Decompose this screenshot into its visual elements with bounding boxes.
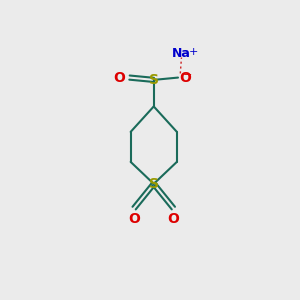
Text: S: S xyxy=(149,177,159,191)
Text: O: O xyxy=(128,212,140,226)
Text: O: O xyxy=(113,70,125,85)
Text: S: S xyxy=(149,73,159,87)
Text: −: − xyxy=(183,70,192,80)
Text: O: O xyxy=(167,212,179,226)
Text: Na: Na xyxy=(172,47,191,60)
Text: +: + xyxy=(188,47,198,57)
Text: O: O xyxy=(179,70,191,85)
